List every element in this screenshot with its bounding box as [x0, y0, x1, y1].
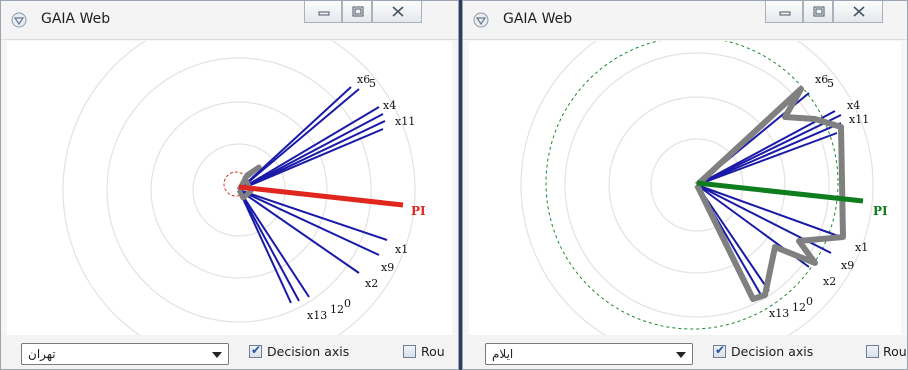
- gaia-plane: PI x6 5 x4 x11 x1 x9 x2 x13 12 0: [520, 41, 888, 337]
- pi-label: PI: [411, 204, 426, 218]
- axis-x2: [238, 189, 360, 274]
- decision-axis-label[interactable]: Decision axis: [731, 344, 814, 359]
- minimize-icon: [779, 11, 791, 16]
- axis-x4a: [238, 106, 380, 191]
- profile-shape: [694, 86, 846, 302]
- label-0: 0: [344, 297, 351, 310]
- label-12: 12: [330, 303, 344, 316]
- label-x4: x4: [847, 99, 860, 112]
- criteria-axes: [238, 86, 388, 304]
- axis-x0: [238, 189, 292, 304]
- label-x6: x6: [357, 73, 370, 86]
- controls-bar: ایلام ✔ Decision axis Rou: [463, 335, 907, 369]
- decision-axis-label[interactable]: Decision axis: [267, 344, 350, 359]
- axis-x9: [238, 189, 380, 256]
- axis-x4b: [696, 114, 842, 186]
- gaia-window-left: GAIA Web: [0, 0, 459, 370]
- controls-bar: تهران ✔ Decision axis Rou: [1, 335, 458, 369]
- round-checkbox[interactable]: [403, 345, 416, 358]
- checkmark-icon: ✔: [715, 343, 726, 357]
- gaia-app-icon: [11, 12, 27, 28]
- close-button[interactable]: [833, 1, 883, 23]
- title-bar[interactable]: GAIA Web: [463, 1, 907, 40]
- label-x13: x13: [307, 309, 327, 322]
- axis-x1: [696, 184, 842, 238]
- label-x1: x1: [395, 243, 408, 256]
- decision-circle: [545, 41, 839, 330]
- gaia-plane-canvas[interactable]: PI x6 5 x4 x11 x1 x9 x2 x13 12 0: [7, 41, 452, 337]
- round-label[interactable]: Rou: [883, 344, 907, 359]
- axis-x11b: [238, 128, 384, 191]
- region-select-value: تهران: [28, 347, 56, 361]
- axis-x11b: [696, 132, 838, 186]
- label-x6: x6: [815, 73, 828, 86]
- axis-x1: [238, 189, 388, 241]
- maximize-button[interactable]: [803, 1, 833, 23]
- label-x11: x11: [395, 115, 415, 128]
- title-bar[interactable]: GAIA Web: [1, 1, 458, 40]
- close-icon: [853, 6, 865, 17]
- label-5: 5: [369, 77, 376, 90]
- axis-x4b: [238, 113, 384, 191]
- window-title: GAIA Web: [41, 11, 111, 27]
- maximize-icon: [813, 6, 825, 17]
- label-x4: x4: [383, 99, 396, 112]
- pi-label: PI: [873, 204, 888, 218]
- close-button[interactable]: [372, 1, 422, 23]
- axis-x11a: [238, 120, 386, 191]
- gaia-plane-canvas[interactable]: PI x6 5 x4 x11 x1 x9 x2 x13 12 0: [469, 41, 901, 337]
- label-0: 0: [806, 295, 813, 308]
- grid-rings: [62, 41, 416, 337]
- axis-labels: x6 5 x4 x11 x1 x9 x2 x13 12 0: [307, 73, 415, 322]
- label-x2: x2: [365, 277, 378, 290]
- label-x11: x11: [849, 113, 869, 126]
- round-label[interactable]: Rou: [421, 344, 445, 359]
- minimize-icon: [318, 11, 330, 16]
- maximize-icon: [352, 6, 364, 17]
- axis-x6: [238, 86, 352, 191]
- label-x9: x9: [381, 261, 394, 274]
- gaia-plane: PI x6 5 x4 x11 x1 x9 x2 x13 12 0: [62, 41, 426, 337]
- window-title: GAIA Web: [503, 11, 573, 27]
- chevron-down-icon: [212, 352, 222, 358]
- axis-x13: [238, 189, 310, 298]
- close-icon: [392, 6, 404, 17]
- profile-shape: [236, 164, 262, 201]
- minimize-button[interactable]: [765, 1, 803, 23]
- gaia-window-right: GAIA Web: [462, 0, 908, 370]
- label-5: 5: [827, 77, 834, 90]
- axis-labels: x6 5 x4 x11 x1 x9 x2 x13 12 0: [769, 73, 869, 320]
- axis-x11a: [696, 122, 842, 186]
- label-x13: x13: [769, 307, 789, 320]
- pi-axis: [696, 180, 864, 204]
- window-gap: [459, 0, 462, 370]
- axis-x4a: [696, 110, 836, 186]
- minimize-button[interactable]: [304, 1, 342, 23]
- label-x1: x1: [855, 241, 868, 254]
- grid-rings: [520, 41, 874, 337]
- label-x2: x2: [823, 275, 836, 288]
- pi-axis: [238, 184, 404, 208]
- region-select-value: ایلام: [492, 347, 514, 361]
- decision-axis-checkbox[interactable]: ✔: [249, 343, 262, 358]
- region-select[interactable]: ایلام: [485, 343, 693, 365]
- checkmark-icon: ✔: [251, 343, 262, 357]
- label-12: 12: [792, 301, 806, 314]
- axis-x12: [238, 189, 300, 302]
- gaia-app-icon: [473, 12, 489, 28]
- label-x9: x9: [841, 259, 854, 272]
- maximize-button[interactable]: [342, 1, 372, 23]
- region-select[interactable]: تهران: [21, 343, 229, 365]
- round-checkbox[interactable]: [866, 345, 879, 358]
- axis-x5: [238, 88, 360, 191]
- chevron-down-icon: [676, 352, 686, 358]
- decision-axis-checkbox[interactable]: ✔: [713, 343, 726, 358]
